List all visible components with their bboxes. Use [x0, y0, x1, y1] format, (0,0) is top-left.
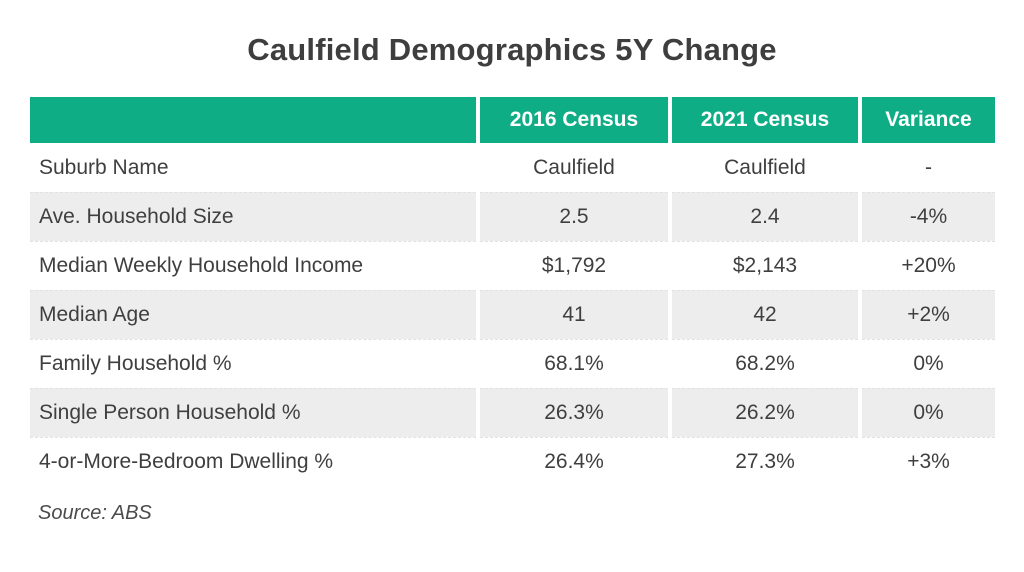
- row-label-cell: 4-or-More-Bedroom Dwelling %: [30, 437, 476, 486]
- value-cell-2021: 42: [672, 290, 858, 339]
- value-cell-2016: 26.3%: [480, 388, 668, 437]
- header-cell-variance: Variance: [862, 97, 995, 143]
- variance-cell: +20%: [862, 241, 995, 290]
- page-title: Caulfield Demographics 5Y Change: [247, 32, 777, 67]
- variance-cell: +2%: [862, 290, 995, 339]
- value-cell-2021: Caulfield: [672, 143, 858, 192]
- value-cell-2021: 68.2%: [672, 339, 858, 388]
- value-cell-2016: 26.4%: [480, 437, 668, 486]
- row-label-cell: Suburb Name: [30, 143, 476, 192]
- value-cell-2016: 41: [480, 290, 668, 339]
- variance-cell: 0%: [862, 388, 995, 437]
- variance-cell: +3%: [862, 437, 995, 486]
- source-note: Source: ABS: [38, 502, 152, 524]
- row-label-cell: Median Age: [30, 290, 476, 339]
- value-cell-2021: $2,143: [672, 241, 858, 290]
- value-cell-2021: 2.4: [672, 192, 858, 241]
- header-cell-2016-census: 2016 Census: [480, 97, 668, 143]
- variance-cell: 0%: [862, 339, 995, 388]
- row-label-cell: Ave. Household Size: [30, 192, 476, 241]
- row-label-cell: Median Weekly Household Income: [30, 241, 476, 290]
- variance-cell: -4%: [862, 192, 995, 241]
- demographics-table: 2016 Census 2021 Census Variance Suburb …: [30, 97, 995, 486]
- value-cell-2016: Caulfield: [480, 143, 668, 192]
- row-label-cell: Single Person Household %: [30, 388, 476, 437]
- header-cell-2021-census: 2021 Census: [672, 97, 858, 143]
- variance-cell: -: [862, 143, 995, 192]
- value-cell-2016: 2.5: [480, 192, 668, 241]
- row-label-cell: Family Household %: [30, 339, 476, 388]
- value-cell-2021: 27.3%: [672, 437, 858, 486]
- header-cell-metric: [30, 97, 476, 143]
- value-cell-2021: 26.2%: [672, 388, 858, 437]
- value-cell-2016: 68.1%: [480, 339, 668, 388]
- value-cell-2016: $1,792: [480, 241, 668, 290]
